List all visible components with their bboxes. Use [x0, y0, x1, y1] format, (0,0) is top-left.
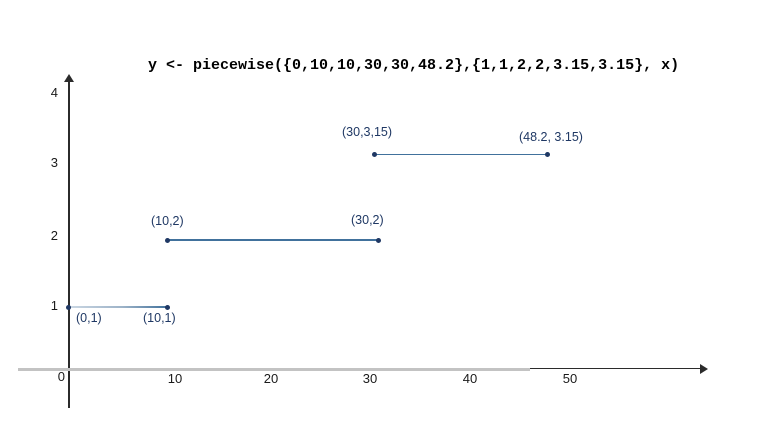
- segment-3-line: [374, 153, 547, 155]
- y-axis-line: [68, 80, 70, 408]
- point-dot-10-1: [164, 304, 170, 310]
- point-label-0-1: (0,1): [76, 311, 102, 325]
- x-tick-label-10: 10: [167, 371, 183, 386]
- x-tick-label-30: 30: [362, 371, 378, 386]
- segment-1-line: [68, 306, 167, 308]
- y-tick-label-4: 4: [50, 85, 58, 100]
- y-tick-label-2: 2: [50, 228, 58, 243]
- point-dot-482-315: [544, 151, 550, 157]
- point-dot-10-2: [164, 237, 170, 243]
- point-label-10-1: (10,1): [143, 311, 176, 325]
- point-dot-0-1: [65, 304, 71, 310]
- x-tick-label-40: 40: [462, 371, 478, 386]
- x-axis-shadow-line: [18, 368, 530, 371]
- point-dot-30-315: [371, 151, 377, 157]
- segment-2-line: [167, 239, 378, 241]
- plot-title: y <- piecewise({0,10,10,30,30,48.2},{1,1…: [148, 57, 680, 74]
- point-label-30-2: (30,2): [351, 213, 384, 227]
- x-tick-label-50: 50: [562, 371, 578, 386]
- point-dot-30-2: [375, 237, 381, 243]
- point-label-482-315: (48.2, 3.15): [519, 130, 583, 144]
- x-axis-arrowhead-icon: [700, 364, 708, 374]
- y-tick-label-3: 3: [50, 155, 58, 170]
- x-tick-label-20: 20: [263, 371, 279, 386]
- origin-tick-label-0: 0: [57, 369, 65, 384]
- y-tick-label-1: 1: [50, 298, 58, 313]
- y-axis-arrowhead-icon: [64, 74, 74, 82]
- point-label-10-2: (10,2): [151, 214, 184, 228]
- point-label-30-315: (30,3,15): [342, 125, 393, 139]
